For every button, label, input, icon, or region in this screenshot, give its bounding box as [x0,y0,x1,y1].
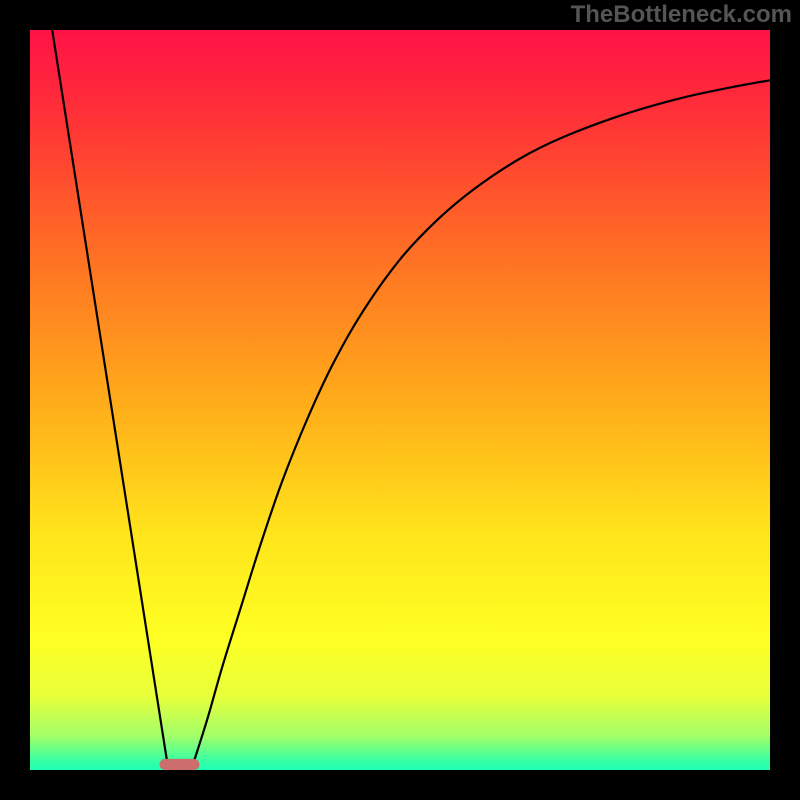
watermark-text: TheBottleneck.com [571,1,792,29]
bottleneck-chart [30,30,770,770]
valley-marker [160,759,200,770]
gradient-background [30,30,770,770]
